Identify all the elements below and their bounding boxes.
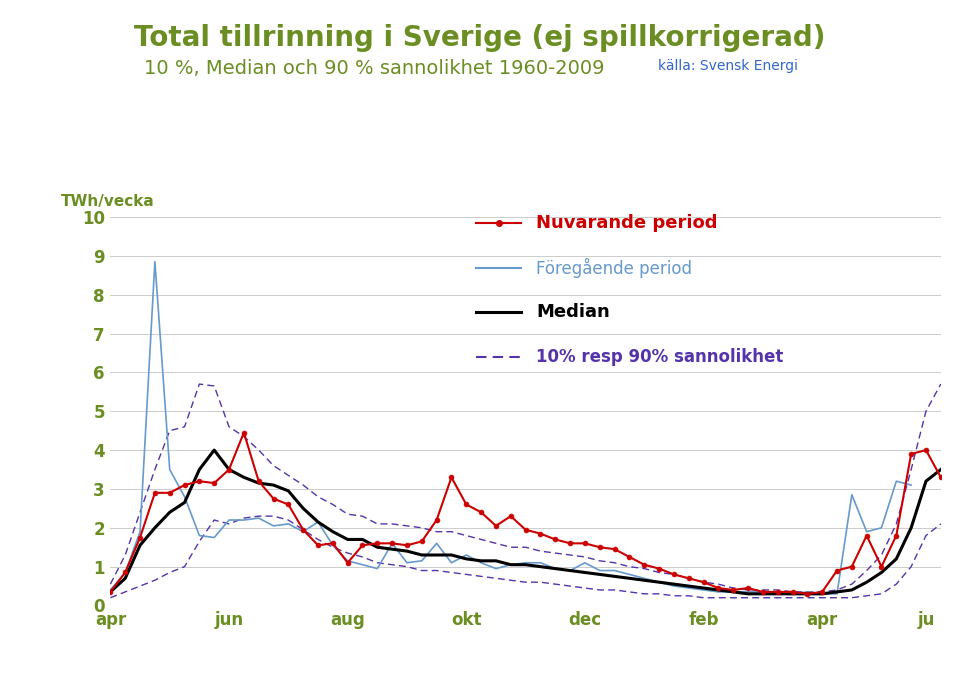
Text: 2: 2	[934, 665, 946, 682]
Text: Nuvarande period: Nuvarande period	[537, 214, 718, 232]
Text: Kraftläget i Sverige: Kraftläget i Sverige	[19, 666, 187, 681]
Text: 10% resp 90% sannolikhet: 10% resp 90% sannolikhet	[537, 348, 783, 366]
Text: källa: Svensk Energi: källa: Svensk Energi	[658, 59, 798, 73]
Text: TWh/vecka: TWh/vecka	[60, 194, 155, 209]
Text: 10 %, Median och 90 % sannolikhet 1960-2009: 10 %, Median och 90 % sannolikhet 1960-2…	[144, 60, 605, 78]
Text: Median: Median	[537, 303, 611, 321]
Text: Total tillrinning i Sverige (ej spillkorrigerad): Total tillrinning i Sverige (ej spillkor…	[134, 25, 826, 52]
Text: Föregående period: Föregående period	[537, 258, 692, 277]
Text: 2012-05-10: 2012-05-10	[388, 666, 476, 681]
